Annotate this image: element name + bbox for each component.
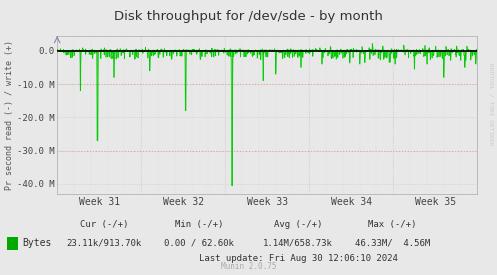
Text: Cur (-/+): Cur (-/+) [80, 220, 129, 229]
Text: Bytes: Bytes [22, 238, 52, 248]
Text: Disk throughput for /dev/sde - by month: Disk throughput for /dev/sde - by month [114, 10, 383, 23]
Y-axis label: Pr second read (-) / write (+): Pr second read (-) / write (+) [5, 40, 14, 190]
Text: 0.00 / 62.60k: 0.00 / 62.60k [164, 239, 234, 248]
Text: Munin 2.0.75: Munin 2.0.75 [221, 262, 276, 271]
Text: Avg (-/+): Avg (-/+) [274, 220, 323, 229]
Text: Max (-/+): Max (-/+) [368, 220, 417, 229]
Text: 46.33M/  4.56M: 46.33M/ 4.56M [355, 239, 430, 248]
Text: 1.14M/658.73k: 1.14M/658.73k [263, 239, 333, 248]
Text: RRDTOOL / TOBI OETIKER: RRDTOOL / TOBI OETIKER [489, 63, 494, 146]
Text: Min (-/+): Min (-/+) [174, 220, 223, 229]
Text: 23.11k/913.70k: 23.11k/913.70k [67, 239, 142, 248]
Text: Last update: Fri Aug 30 12:06:10 2024: Last update: Fri Aug 30 12:06:10 2024 [199, 254, 398, 263]
